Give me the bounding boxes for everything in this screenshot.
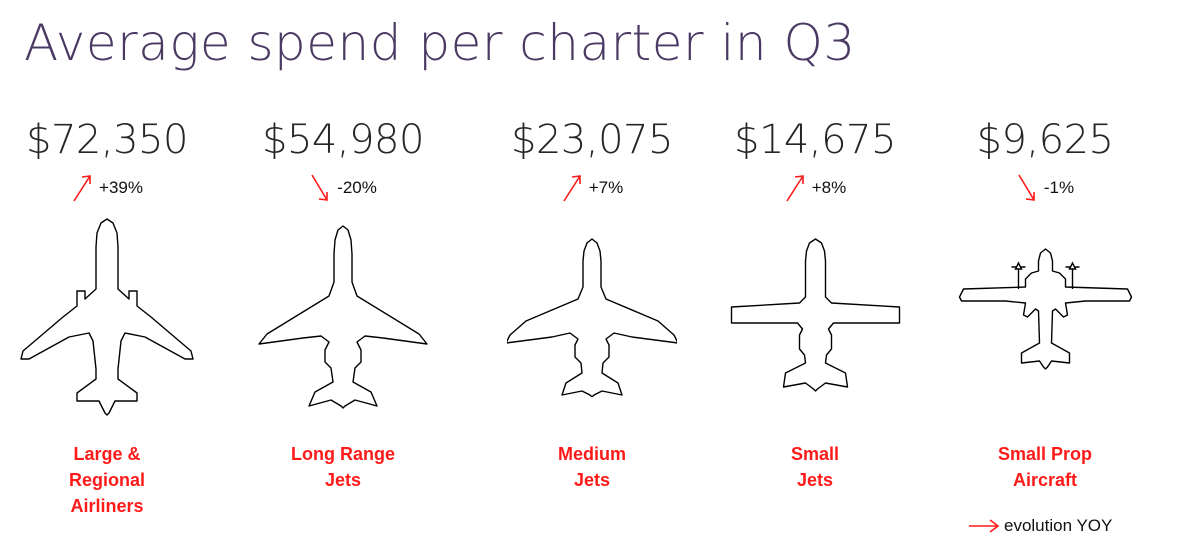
yoy-change-value: +39% <box>99 178 143 197</box>
aircraft-illustration <box>728 214 903 419</box>
yoy-change: -1% <box>1016 168 1074 208</box>
airliner-icon <box>20 217 194 416</box>
legend-label: evolution YOY <box>1004 516 1113 535</box>
category-column: $23,075 +7% Medium Jets <box>472 112 712 493</box>
category-label: Long Range Jets <box>291 441 395 493</box>
category-label-line: Airliners <box>70 496 144 516</box>
price-value: $9,625 <box>976 117 1114 163</box>
arrow-up-icon <box>563 175 581 202</box>
price-value: $14,675 <box>734 117 896 163</box>
category-label-line: Small Prop <box>997 444 1093 464</box>
category-label: Medium Jets <box>558 441 626 493</box>
category-label-line: Jets <box>324 470 362 490</box>
category-label-line: Small <box>790 444 840 464</box>
category-label-line: Jets <box>573 470 610 490</box>
yoy-change-value: +8% <box>811 178 847 197</box>
aircraft-illustration <box>258 214 428 419</box>
arrow-right-icon <box>969 519 1000 533</box>
category-column: $54,980 -20% Long Range Jets <box>223 112 463 493</box>
aircraft-illustration <box>507 214 677 419</box>
category-column: $72,350 +39% Large & Regional Airliners <box>0 112 227 519</box>
category-label-line: Regional <box>68 470 145 490</box>
category-label: Small Prop Aircraft <box>998 441 1092 493</box>
price-value: $72,350 <box>26 117 188 163</box>
category-label: Small Jets <box>791 441 839 493</box>
yoy-change: -20% <box>309 168 377 208</box>
aircraft-illustration <box>958 214 1133 419</box>
yoy-change-value: +7% <box>588 178 624 197</box>
yoy-change: +7% <box>561 168 624 208</box>
price-value: $54,980 <box>262 117 424 163</box>
yoy-change: +39% <box>71 168 143 208</box>
long-range-jet-icon <box>258 225 428 409</box>
small-jet-icon <box>730 237 900 392</box>
legend: evolution YOY <box>968 516 1112 536</box>
yoy-change: +8% <box>784 168 847 208</box>
category-label-line: Medium <box>557 444 626 464</box>
arrow-down-icon <box>311 174 328 201</box>
arrow-up-icon <box>786 175 804 202</box>
category-label: Large & Regional Airliners <box>69 441 145 519</box>
medium-jet-icon <box>507 237 677 397</box>
category-column: $9,625 -1% Small Prop Aircraft <box>925 112 1165 493</box>
chart-title: Average spend per charter in Q3 <box>24 14 856 72</box>
yoy-change-value: -20% <box>337 178 377 197</box>
category-label-line: Long Range <box>291 444 395 464</box>
category-label-line: Jets <box>796 470 834 490</box>
arrow-up-icon <box>73 175 91 202</box>
aircraft-illustration <box>17 214 197 419</box>
category-label-line: Aircraft <box>1012 470 1078 490</box>
arrow-down-icon <box>1018 174 1035 201</box>
price-value: $23,075 <box>511 117 673 163</box>
category-column: $14,675 +8% Small Jets <box>695 112 935 493</box>
prop-aircraft-icon <box>958 247 1132 370</box>
category-label-line: Large & <box>73 444 141 464</box>
yoy-change-value: -1% <box>1043 178 1075 197</box>
